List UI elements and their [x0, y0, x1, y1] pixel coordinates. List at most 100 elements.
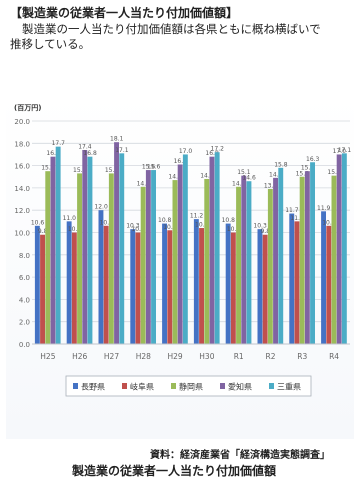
- x-tick-label: H28: [136, 352, 151, 361]
- bar-value-label: 15.3: [105, 167, 119, 174]
- bar: [193, 219, 199, 344]
- legend-label: 静岡県: [179, 382, 203, 392]
- bar: [71, 232, 77, 344]
- chart-caption: 製造業の従業者一人当たり付加価値額: [72, 464, 277, 478]
- y-tick-label: 4.0: [19, 296, 30, 304]
- bar-value-label: 10.4: [195, 222, 209, 229]
- bar-value-label: 18.1: [110, 136, 124, 143]
- bar: [172, 180, 178, 344]
- legend-swatch: [73, 383, 78, 389]
- bar: [321, 211, 326, 344]
- bar: [241, 175, 247, 344]
- bar: [225, 223, 231, 344]
- bar-value-label: 10.3: [126, 223, 140, 230]
- bar: [246, 181, 252, 344]
- bar: [177, 164, 183, 344]
- bar-value-label: 10.3: [253, 223, 267, 230]
- bar-value-label: 14.9: [269, 171, 283, 178]
- bar: [77, 173, 82, 344]
- bar-value-label: 10.0: [131, 226, 145, 233]
- page-title: 【製造業の従業者一人当たり付加価値額】: [10, 6, 239, 20]
- bar: [140, 186, 146, 344]
- bar: [214, 152, 220, 344]
- bar: [114, 142, 119, 344]
- legend-swatch: [171, 383, 176, 389]
- bar: [236, 186, 241, 344]
- bar-value-label: 10.6: [31, 219, 45, 226]
- bar-value-label: 14.1: [232, 180, 246, 187]
- bar: [34, 225, 40, 344]
- bar: [145, 170, 151, 344]
- bar-value-label: 17.2: [211, 146, 225, 153]
- y-tick-label: 8.0: [19, 252, 30, 260]
- y-tick-label: 6.0: [19, 274, 30, 282]
- bar: [167, 230, 173, 344]
- bar-value-label: 10.8: [158, 217, 172, 224]
- y-tick-label: 16.0: [14, 163, 30, 171]
- y-tick-label: 20.0: [14, 118, 30, 126]
- bar-value-label: 17.4: [78, 143, 92, 150]
- bar-value-label: 15.1: [327, 169, 341, 176]
- bar-value-label: 10.6: [100, 219, 114, 226]
- bar: [304, 171, 310, 344]
- y-tick-label: 10.0: [14, 230, 30, 238]
- bar-value-label: 15.0: [296, 170, 310, 177]
- x-tick-label: H27: [104, 352, 119, 361]
- bar: [162, 223, 167, 344]
- chart-panel: (百万円) 0.0 2.0 4.0 6.0 8.0 10.0 12.0 14.0 16.0 18.0…: [6, 94, 354, 439]
- bar-value-label: 10.6: [322, 219, 336, 226]
- bar-value-label: 12.0: [94, 204, 108, 211]
- bar-value-label: 14.1: [137, 180, 151, 187]
- bar-value-label: 9.8: [261, 228, 271, 235]
- bar-value-label: 14.7: [168, 174, 182, 181]
- bar-value-label: 16.3: [306, 156, 320, 163]
- bar: [267, 189, 273, 344]
- bar: [45, 171, 51, 344]
- x-tick-label: R3: [297, 352, 307, 361]
- bar: [209, 156, 215, 344]
- bar-value-label: 16.1: [174, 158, 188, 165]
- y-tick-label: 14.0: [14, 185, 30, 193]
- bar: [182, 154, 188, 344]
- bar: [50, 156, 56, 344]
- bar: [262, 234, 268, 344]
- y-tick-label: 12.0: [14, 207, 30, 215]
- bar-value-label: 16.8: [46, 150, 60, 157]
- bar-value-label: 17.1: [115, 147, 129, 154]
- bar-value-label: 16.8: [83, 150, 97, 157]
- source-note: 資料：経済産業省「経済構造実態調査」: [150, 450, 330, 461]
- bar-value-label: 14.6: [242, 175, 256, 182]
- bar-value-label: 17.0: [179, 148, 193, 155]
- legend-label: 愛知県: [228, 382, 252, 392]
- bar: [98, 210, 104, 344]
- bar: [230, 232, 236, 344]
- bar-value-label: 11.7: [285, 207, 299, 214]
- bar: [55, 146, 61, 344]
- y-tick-label: 0.0: [19, 341, 30, 349]
- bar: [135, 232, 141, 344]
- bar: [119, 153, 125, 344]
- bar: [87, 156, 93, 344]
- bar-value-label: 11.0: [63, 215, 77, 222]
- bar-value-label: 15.5: [301, 165, 315, 172]
- bar-value-label: 15.5: [41, 165, 55, 172]
- bar: [341, 153, 347, 344]
- y-tick-label: 18.0: [14, 140, 30, 148]
- summary-line-2: 推移している。: [10, 37, 91, 51]
- x-tick-label: R1: [234, 352, 244, 361]
- bar: [326, 225, 332, 344]
- x-tick-label: H26: [72, 352, 87, 361]
- bar: [103, 225, 109, 344]
- x-tick-label: R4: [329, 352, 339, 361]
- bar-value-label: 11.0: [290, 215, 304, 222]
- bar: [257, 229, 263, 344]
- bar: [108, 173, 114, 344]
- bar-value-label: 14.8: [200, 172, 214, 179]
- x-tick-label: H25: [40, 352, 55, 361]
- bar: [66, 221, 72, 344]
- legend-swatch: [220, 383, 225, 389]
- bar-value-label: 15.8: [274, 161, 288, 168]
- x-tick-label: H30: [199, 352, 214, 361]
- bar: [310, 162, 315, 344]
- bar-value-label: 11.2: [190, 213, 204, 220]
